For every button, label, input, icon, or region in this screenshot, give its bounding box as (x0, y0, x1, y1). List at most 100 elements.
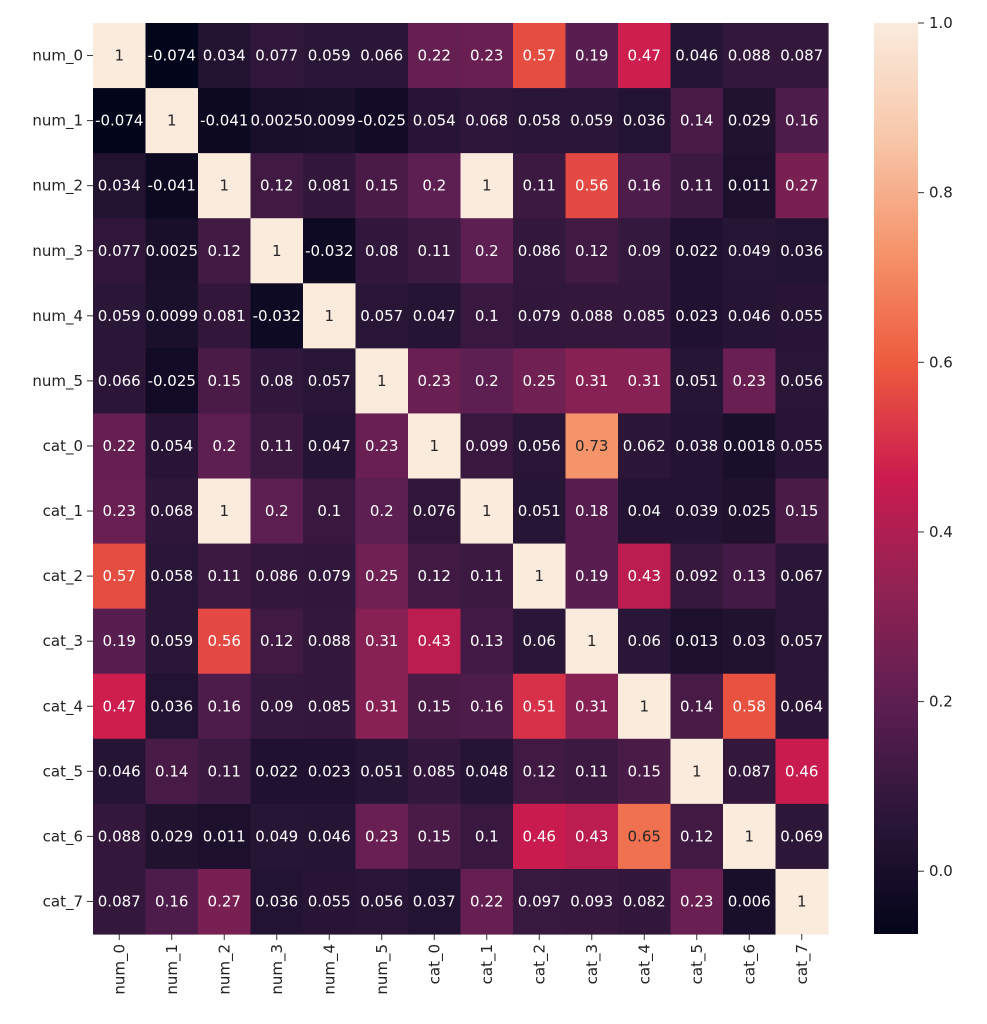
y-tick-label: cat_1 (43, 502, 83, 521)
heatmap-cell (460, 868, 514, 935)
heatmap-cell (250, 803, 304, 870)
heatmap-cell (145, 803, 199, 870)
heatmap-cell (145, 868, 199, 935)
y-tick-label: num_5 (32, 372, 83, 391)
heatmap-cell (198, 868, 252, 935)
cell-value-label: 0.056 (780, 372, 823, 390)
cell-value-label: 0.087 (780, 47, 823, 65)
heatmap-cell (670, 673, 724, 740)
heatmap-cell (408, 153, 462, 219)
y-tick-label: num_4 (32, 307, 83, 326)
cell-value-label: 0.16 (208, 697, 241, 715)
heatmap-cell (618, 803, 672, 870)
heatmap-cell (93, 413, 147, 480)
heatmap-cell (670, 543, 724, 610)
cell-value-label: 0.56 (575, 177, 608, 195)
y-axis: num_0 num_1 num_2 num_3 num_4 num_5 cat_0 cat_1… (32, 47, 93, 911)
heatmap-cell (355, 738, 409, 805)
cell-value-label: 0.22 (418, 47, 451, 65)
cell-value-label: 0.1 (475, 827, 499, 845)
cell-value-label: 0.12 (680, 827, 713, 845)
cell-value-label: 0.23 (470, 47, 503, 65)
cell-value-label: 0.059 (570, 112, 613, 130)
cell-value-label: 0.22 (470, 892, 503, 910)
cell-value-label: 0.15 (418, 827, 451, 845)
heatmap-cell (145, 543, 199, 610)
heatmap-cell (93, 88, 147, 154)
cell-value-label: 0.051 (360, 762, 403, 780)
cell-value-label: -0.041 (200, 112, 248, 130)
cell-value-label: 0.047 (413, 307, 456, 325)
cell-value-label: 0.034 (98, 177, 141, 195)
cell-value-label: 0.025 (728, 502, 771, 520)
cell-value-label: 0.099 (465, 437, 508, 455)
heatmap-cell (775, 413, 829, 480)
heatmap-cell (198, 283, 252, 349)
cell-value-label: 0.31 (628, 372, 661, 390)
heatmap-cell (565, 88, 619, 154)
cell-value-label: 0.088 (98, 827, 141, 845)
cell-value-label: 0.57 (103, 567, 136, 585)
y-tick-label: cat_7 (43, 892, 83, 911)
heatmap-cell (93, 803, 147, 870)
heatmap-cell (303, 868, 357, 935)
y-tick-label: num_1 (32, 112, 83, 131)
heatmap-cell (355, 803, 409, 870)
cell-value-label: 0.067 (780, 567, 823, 585)
heatmap-cell (565, 608, 619, 675)
cell-value-label: 0.059 (98, 307, 141, 325)
cell-value-label: 0.049 (255, 827, 298, 845)
heatmap-cell (723, 413, 777, 480)
cell-value-label: 0.14 (155, 762, 188, 780)
x-tick-label: cat_0 (425, 944, 444, 984)
heatmap-cell (670, 608, 724, 675)
cell-value-label: 0.15 (628, 762, 661, 780)
cell-value-label: 0.13 (733, 567, 766, 585)
cell-value-label: 0.069 (780, 827, 823, 845)
cell-value-label: 0.023 (308, 762, 351, 780)
heatmap-cell (355, 673, 409, 740)
heatmap-cell (670, 88, 724, 154)
heatmap-cell (513, 413, 567, 480)
colorbar: 0.0 0.2 0.4 0.6 0.8 1.0 (874, 14, 953, 934)
colorbar-tick-label: 0.2 (929, 693, 953, 711)
heatmap-cell (145, 348, 199, 415)
cell-value-label: 0.085 (623, 307, 666, 325)
cell-value-label: 0.066 (360, 47, 403, 65)
heatmap-cell (198, 218, 252, 284)
heatmap-cell (145, 413, 199, 480)
cell-value-label: 0.088 (728, 47, 771, 65)
x-axis: num_0 num_1 num_2 num_3 num_4 num_5 cat_0 cat_1… (110, 934, 812, 995)
cell-value-label: 0.2 (475, 242, 499, 260)
x-tick-label: cat_7 (793, 944, 812, 984)
x-tick-label: num_1 (163, 944, 182, 995)
cell-value-label: 0.23 (365, 827, 398, 845)
heatmap-cell (250, 543, 304, 610)
heatmap-cell (303, 478, 357, 545)
cell-value-label: 0.31 (575, 697, 608, 715)
x-tick-label: cat_2 (530, 944, 549, 984)
heatmap-cell (303, 88, 357, 154)
heatmap-cell (723, 868, 777, 935)
cell-value-label: 0.034 (203, 47, 246, 65)
heatmap-cell (355, 413, 409, 480)
cell-value-label: 0.47 (628, 47, 661, 65)
heatmap-cell (670, 218, 724, 284)
cell-value-label: 0.0025 (251, 112, 304, 130)
heatmap-cell (775, 608, 829, 675)
heatmap-cell-labels: 1 -0.074 0.034 0.077 0.059 0.066 0.22 0.23 0.57 0… (95, 47, 823, 911)
heatmap-cell (618, 413, 672, 480)
cell-value-label: 0.25 (523, 372, 556, 390)
cell-value-label: 0.73 (575, 437, 608, 455)
heatmap-cell (93, 348, 147, 415)
heatmap-cell (670, 803, 724, 870)
cell-value-label: 0.23 (733, 372, 766, 390)
heatmap-cell (198, 153, 252, 219)
heatmap-cell (775, 478, 829, 545)
heatmap-cell (670, 738, 724, 805)
cell-value-label: 0.47 (103, 697, 136, 715)
y-tick-label: cat_2 (43, 567, 83, 586)
cell-value-label: 0.65 (628, 827, 661, 845)
cell-value-label: 0.029 (150, 827, 193, 845)
heatmap-cell (303, 348, 357, 415)
